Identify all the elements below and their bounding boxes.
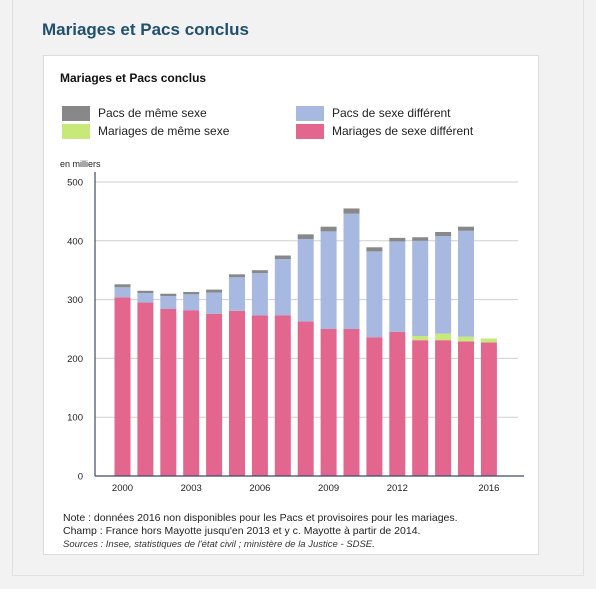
bar-segment	[366, 247, 383, 252]
chart-title: Mariages et Pacs conclus	[60, 71, 207, 85]
legend-item-mariages-meme-sexe: Mariages de même sexe	[62, 123, 229, 139]
bar-segment	[160, 293, 177, 297]
x-tick-label: 2003	[181, 483, 202, 494]
x-tick-label: 2012	[387, 483, 408, 494]
bar-segment	[137, 293, 154, 303]
legend-item-mariages-sexe-different: Mariages de sexe différent	[296, 123, 473, 139]
bar-segment	[183, 310, 200, 476]
bar-segment	[480, 338, 497, 343]
bar-segment	[458, 336, 474, 342]
bar-segment	[206, 289, 223, 293]
bar-segment	[412, 336, 429, 341]
bar-segment	[389, 331, 406, 476]
bar-segment	[480, 342, 497, 476]
bar-segment	[458, 226, 474, 231]
legend-label: Mariages de même sexe	[98, 124, 230, 138]
y-tick-label: 100	[67, 413, 83, 424]
bar-segment	[251, 315, 268, 476]
legend-label: Pacs de même sexe	[98, 106, 207, 120]
bar-segment	[114, 287, 131, 298]
bar-segment	[183, 294, 200, 311]
bar-segment	[458, 230, 474, 337]
bar-segment	[183, 291, 200, 295]
bar-segment	[229, 274, 245, 278]
y-tick-label: 400	[67, 236, 83, 247]
bar-segment	[320, 329, 337, 476]
bar-segment	[206, 292, 223, 314]
page-title: Mariages et Pacs conclus	[42, 20, 249, 39]
bar-segment	[343, 208, 360, 214]
y-tick-label: 200	[67, 354, 83, 365]
bar-segment	[366, 337, 383, 476]
bar-segment	[251, 273, 268, 316]
x-tick-label: 2009	[318, 483, 339, 494]
bar-segment	[458, 341, 474, 476]
bar-segment	[435, 231, 452, 237]
bar-segment	[320, 226, 337, 232]
legend-swatch	[296, 123, 324, 139]
bar-segment	[229, 277, 245, 311]
legend-swatch	[62, 105, 90, 121]
y-axis-unit-label: en milliers	[60, 159, 101, 169]
y-tick-label: 500	[67, 178, 83, 189]
bar-segment	[412, 237, 429, 241]
bar-segment	[206, 313, 223, 476]
x-tick-label: 2006	[249, 483, 270, 494]
bar-segment	[389, 241, 406, 332]
bar-segment	[229, 310, 245, 476]
legend-label: Pacs de sexe différent	[332, 106, 451, 120]
bar-segment	[114, 297, 131, 476]
legend-swatch	[296, 105, 324, 121]
bar-segment	[137, 302, 154, 476]
legend-item-pacs-sexe-different: Pacs de sexe différent	[296, 105, 451, 121]
legend-label: Mariages de sexe différent	[332, 124, 474, 138]
bar-segment	[435, 333, 452, 341]
bar-segment	[320, 231, 337, 329]
bar-segment	[251, 270, 268, 274]
bar-segment	[435, 340, 452, 476]
bar-segment	[114, 284, 131, 288]
bar-segment	[343, 213, 360, 329]
bar-segment	[297, 234, 314, 240]
legend-item-pacs-meme-sexe: Pacs de même sexe	[62, 105, 207, 121]
legend-swatch	[62, 123, 90, 139]
bar-segment	[160, 309, 177, 476]
bar-segment	[366, 251, 383, 338]
bar-segment	[274, 259, 291, 316]
x-tick-label: 2016	[478, 483, 499, 494]
sources-text: Sources : Insee, statistiques de l'état …	[63, 539, 375, 550]
bar-segment	[412, 240, 429, 337]
bar-segment	[412, 340, 429, 476]
bar-segment	[137, 290, 154, 294]
x-tick-label: 2000	[112, 483, 133, 494]
note-text: Note : données 2016 non disponibles pour…	[63, 512, 458, 524]
y-tick-label: 0	[78, 472, 83, 483]
y-tick-label: 300	[67, 295, 83, 306]
bar-segment	[435, 236, 452, 334]
bar-segment	[160, 296, 177, 310]
bar-segment	[297, 321, 314, 476]
chart-notes: Note : données 2016 non disponibles pour…	[63, 512, 533, 551]
champ-text: Champ : France hors Mayotte jusqu'en 201…	[63, 525, 421, 537]
bar-segment	[343, 329, 360, 476]
bar-segment	[389, 237, 406, 242]
bar-segment	[297, 239, 314, 322]
bar-segment	[274, 315, 291, 476]
bar-segment	[274, 255, 291, 260]
